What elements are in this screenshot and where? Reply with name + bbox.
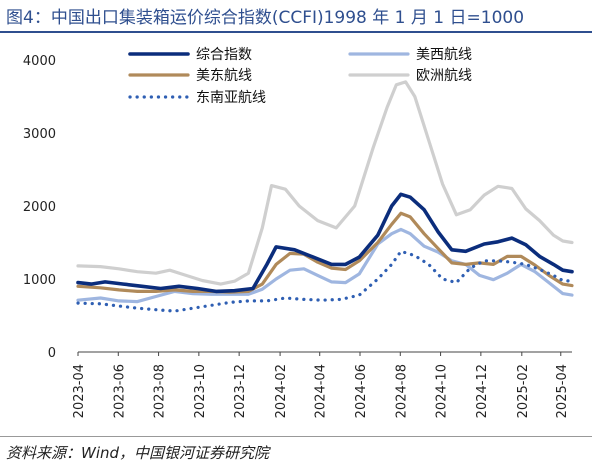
chart-title: 图4：中国出口集装箱运价综合指数(CCFI)1998 年 1 月 1 日=100… (6, 8, 525, 28)
x-tick-label: 2023-12 (233, 364, 248, 418)
title-divider (0, 31, 592, 33)
series-line-composite (76, 192, 574, 294)
x-tick-label: 2024-08 (394, 364, 409, 418)
series-line-uswest (76, 227, 574, 304)
x-tick-label: 2023-08 (153, 364, 168, 418)
source-note: 资料来源：Wind，中国银河证券研究院 (6, 444, 270, 462)
y-tick-label: 4000 (23, 54, 56, 69)
series-layer (76, 80, 574, 313)
y-tick-label: 3000 (23, 127, 56, 142)
x-tick-label: 2024-10 (435, 364, 450, 418)
x-tick-label: 2023-06 (112, 364, 127, 418)
footer-divider (0, 436, 592, 437)
chart-area: 0 1000 2000 3000 4000 2023-04 2023-06 2023-08 20… (23, 47, 574, 418)
y-tick-label: 0 (48, 346, 56, 361)
x-tick-label: 2025-04 (555, 364, 570, 418)
x-tick-label: 2024-04 (314, 364, 329, 418)
series-line-seasia (76, 249, 574, 313)
legend-label-useast: 美东航线 (196, 68, 252, 84)
y-tick-label: 1000 (23, 273, 56, 288)
y-tick-label: 2000 (23, 200, 56, 215)
x-tick-label: 2024-12 (475, 364, 490, 418)
x-tick-label: 2024-02 (274, 364, 289, 418)
legend-label-seasia: 东南亚航线 (196, 90, 266, 106)
axes: 0 1000 2000 3000 4000 2023-04 2023-06 2023-08 20… (23, 54, 572, 418)
x-tick-label: 2023-10 (193, 364, 208, 418)
legend-label-composite: 综合指数 (196, 47, 252, 63)
legend-label-uswest: 美西航线 (416, 47, 472, 63)
x-tick-label: 2023-04 (72, 364, 87, 418)
legend-label-europe: 欧洲航线 (416, 68, 472, 84)
series-line-europe (76, 80, 574, 286)
x-tick-label: 2024-06 (354, 364, 369, 418)
x-tick-label: 2025-02 (516, 364, 531, 418)
